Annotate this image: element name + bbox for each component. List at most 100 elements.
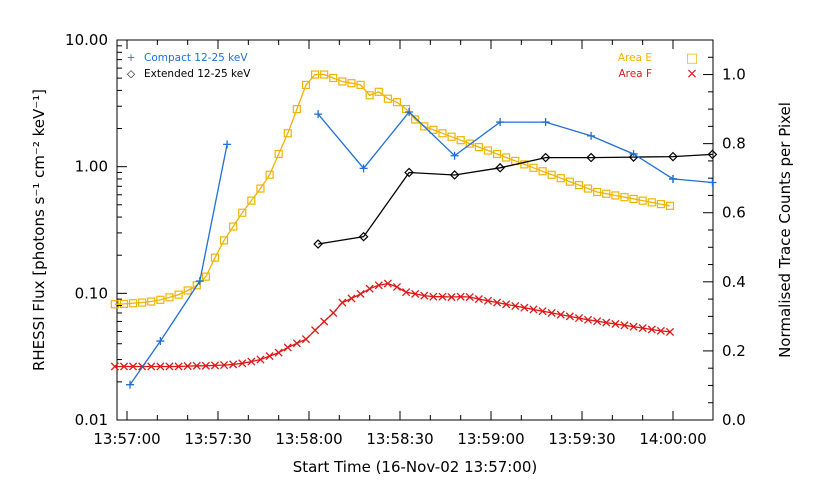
data-point-area-f bbox=[483, 296, 493, 305]
legend-area-f-symbol: × bbox=[686, 66, 698, 82]
data-point-area-f bbox=[392, 282, 402, 292]
data-point-area-f bbox=[311, 326, 320, 335]
data-point-area-f bbox=[129, 362, 138, 371]
data-point-extended-12-25-kev bbox=[449, 170, 460, 180]
data-point-area-f bbox=[447, 292, 456, 302]
series-area-f bbox=[110, 279, 675, 371]
data-point-area-f bbox=[520, 303, 529, 312]
data-point-extended-12-25-kev bbox=[586, 152, 596, 163]
data-point-area-e bbox=[520, 160, 529, 169]
data-point-area-f bbox=[238, 359, 247, 368]
x-tick-label: 13:57:30 bbox=[184, 430, 251, 448]
data-point-area-f bbox=[638, 324, 647, 333]
data-point-area-f bbox=[602, 318, 611, 327]
y-right-tick-label: 0.8 bbox=[722, 135, 746, 153]
data-point-area-e bbox=[210, 253, 220, 262]
data-point-area-f bbox=[529, 305, 538, 314]
data-point-area-f bbox=[438, 292, 447, 301]
legend-area-f-label: Area F bbox=[618, 68, 652, 80]
data-point-compact-12-25-kev bbox=[359, 164, 368, 173]
x-tick-label: 14:00:00 bbox=[639, 430, 706, 448]
data-point-area-f bbox=[474, 295, 483, 304]
y-left-tick-label: 10.00 bbox=[65, 31, 108, 49]
y-right-axis: 0.0 0.2 0.4 0.6 0.8 1.0 bbox=[703, 56, 746, 429]
x-tick-label: 13:58:00 bbox=[275, 430, 342, 448]
data-point-area-f bbox=[274, 348, 283, 357]
x-tick-label: 13:59:30 bbox=[548, 430, 615, 448]
data-point-area-f bbox=[420, 291, 429, 300]
y-left-axis: 0.01 0.10 1.00 10.00 bbox=[65, 31, 127, 429]
data-point-compact-12-25-kev bbox=[195, 277, 204, 286]
data-point-area-e bbox=[665, 201, 675, 210]
y-left-tick-label: 0.10 bbox=[75, 284, 108, 302]
legend-area-e-symbol: □ bbox=[686, 51, 698, 66]
series-line-area-e bbox=[114, 73, 671, 305]
data-point-extended-12-25-kev bbox=[495, 162, 505, 173]
data-point-area-e bbox=[310, 70, 320, 79]
data-point-area-e bbox=[556, 174, 565, 183]
data-point-compact-12-25-kev bbox=[126, 380, 135, 389]
data-point-compact-12-25-kev bbox=[541, 118, 550, 127]
data-point-area-e bbox=[229, 222, 238, 231]
x-axis-title: Start Time (16-Nov-02 13:57:00) bbox=[293, 458, 538, 476]
data-point-area-e bbox=[238, 208, 247, 217]
data-point-compact-12-25-kev bbox=[156, 337, 165, 346]
data-point-area-e bbox=[165, 293, 174, 302]
data-point-area-e bbox=[247, 196, 256, 205]
data-point-area-f bbox=[502, 300, 511, 309]
data-point-area-f bbox=[565, 312, 574, 321]
data-point-area-f bbox=[210, 361, 220, 370]
x-tick-label: 13:59:00 bbox=[457, 430, 524, 448]
legend-right: Area E □ Area F × bbox=[618, 51, 698, 82]
data-point-area-e bbox=[629, 194, 638, 204]
data-point-area-f bbox=[229, 360, 238, 369]
data-point-compact-12-25-kev bbox=[405, 108, 414, 117]
data-point-area-f bbox=[174, 362, 183, 371]
y-right-tick-label: 0.4 bbox=[722, 273, 746, 291]
data-point-area-e bbox=[538, 167, 547, 176]
series-compact-12-25-kev bbox=[126, 108, 717, 389]
y-left-tick-label: 0.01 bbox=[75, 411, 108, 429]
data-point-area-e bbox=[474, 142, 483, 152]
data-point-area-f bbox=[119, 362, 129, 371]
data-point-area-e bbox=[411, 115, 420, 124]
data-point-area-f bbox=[265, 352, 274, 361]
data-point-area-e bbox=[483, 146, 493, 155]
data-point-area-f bbox=[356, 289, 365, 298]
data-point-area-e bbox=[301, 80, 311, 90]
data-point-compact-12-25-kev bbox=[496, 118, 505, 127]
data-point-area-f bbox=[611, 319, 620, 329]
data-point-area-e bbox=[201, 272, 210, 281]
data-point-area-e bbox=[529, 163, 538, 172]
data-point-area-e bbox=[292, 104, 301, 114]
series-area-e bbox=[110, 70, 675, 309]
data-point-area-f bbox=[247, 357, 256, 366]
data-point-area-f bbox=[110, 362, 119, 371]
data-point-area-f bbox=[165, 362, 174, 371]
data-point-compact-12-25-kev bbox=[450, 151, 459, 160]
data-point-area-f bbox=[493, 298, 502, 307]
data-point-area-f bbox=[665, 327, 675, 336]
data-point-area-e bbox=[565, 177, 574, 186]
legend-extended-label: Extended 12-25 keV bbox=[144, 68, 251, 80]
data-point-area-f bbox=[465, 292, 474, 302]
data-point-area-e bbox=[656, 199, 665, 209]
y-right-tick-label: 0.2 bbox=[722, 342, 746, 360]
data-point-area-e bbox=[365, 91, 374, 100]
data-point-area-f bbox=[411, 289, 420, 298]
data-point-area-e bbox=[593, 187, 602, 197]
data-point-area-f bbox=[374, 281, 383, 290]
y-left-tick-label: 1.00 bbox=[75, 158, 108, 176]
data-point-area-f bbox=[456, 292, 465, 301]
data-point-area-f bbox=[338, 298, 347, 307]
data-point-area-f bbox=[256, 355, 265, 364]
data-point-area-f bbox=[201, 361, 210, 370]
data-point-compact-12-25-kev bbox=[314, 110, 323, 119]
y-left-axis-title: RHESSI Flux [photons s⁻¹ cm⁻² keV⁻¹] bbox=[30, 89, 48, 371]
data-point-area-e bbox=[620, 193, 629, 202]
data-point-area-e bbox=[611, 191, 620, 200]
data-point-area-e bbox=[256, 184, 265, 193]
data-point-area-e bbox=[147, 297, 156, 306]
data-point-area-e bbox=[338, 77, 347, 86]
data-point-area-f bbox=[347, 294, 356, 303]
